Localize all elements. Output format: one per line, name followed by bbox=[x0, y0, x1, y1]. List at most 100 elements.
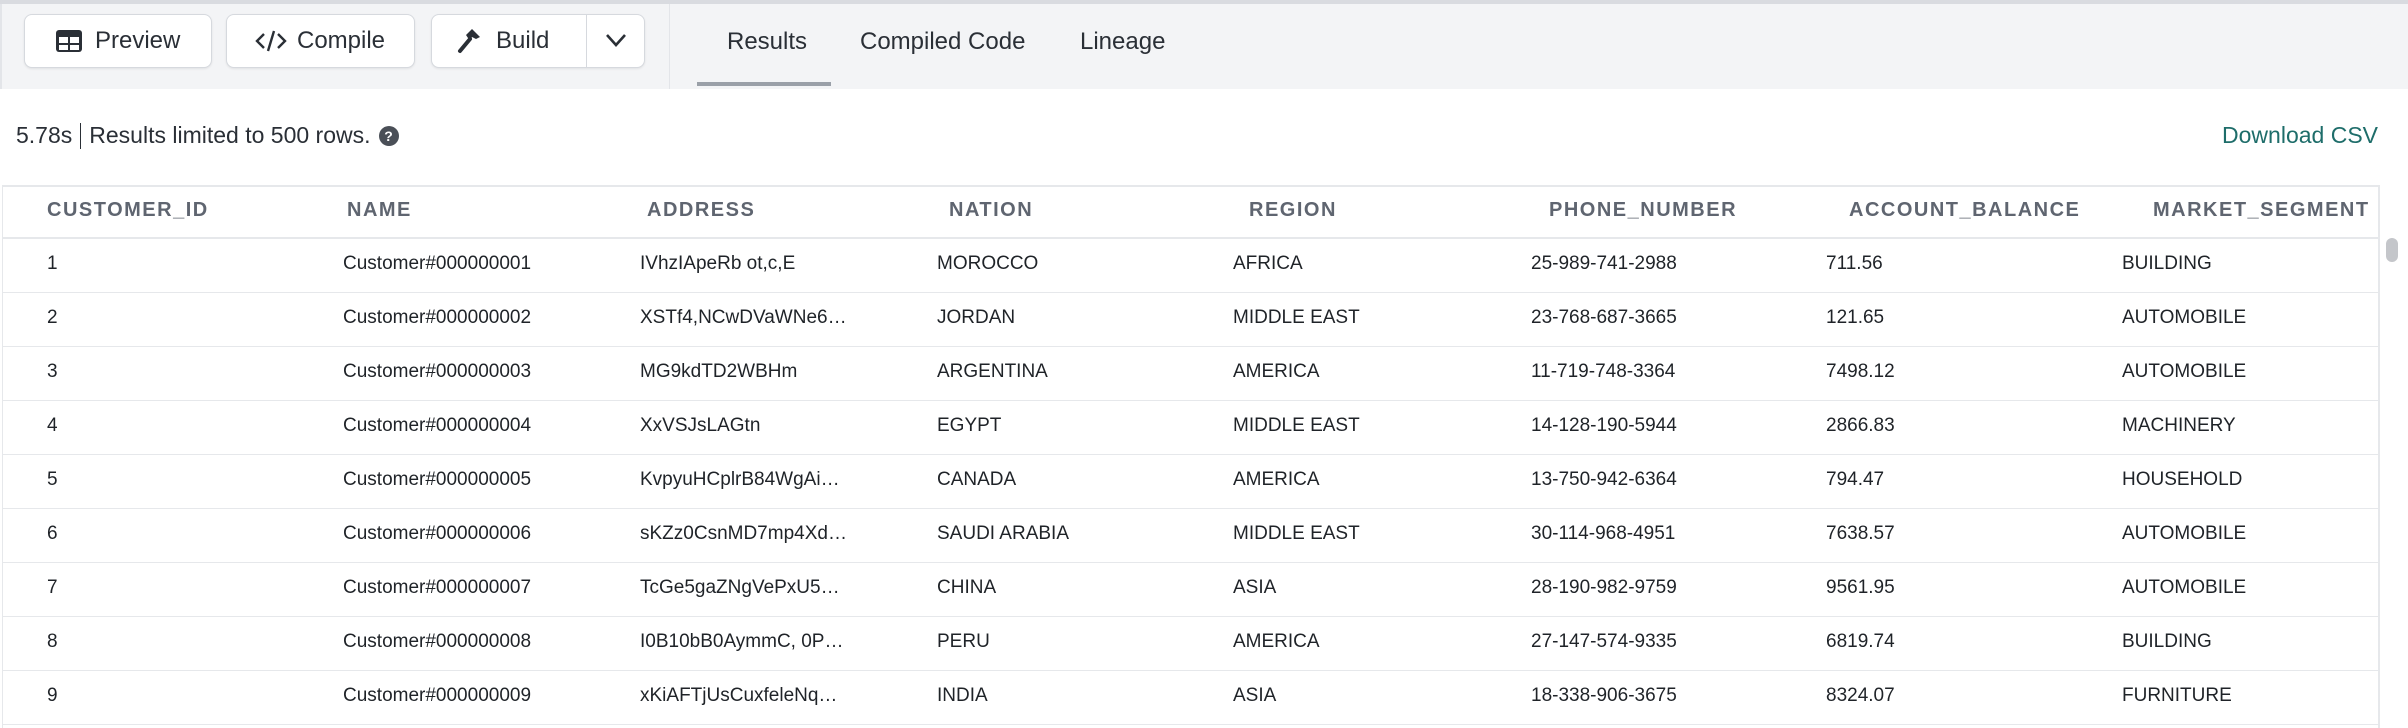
cell-region: ASIA bbox=[1233, 685, 1277, 706]
cell-market-segment: MACHINERY bbox=[2122, 415, 2236, 436]
help-icon[interactable]: ? bbox=[378, 125, 399, 146]
compile-button[interactable]: Compile bbox=[226, 14, 415, 68]
cell-name: Customer#000000004 bbox=[343, 415, 532, 436]
cell-nation: INDIA bbox=[937, 685, 988, 706]
cell-phone-number: 18-338-906-3675 bbox=[1531, 685, 1677, 706]
cell-nation: SAUDI ARABIA bbox=[937, 523, 1069, 544]
cell-address: IVhzIApeRb ot,c,E bbox=[640, 253, 796, 274]
cell-account-balance: 7498.12 bbox=[1826, 361, 1895, 382]
cell-account-balance: 2866.83 bbox=[1826, 415, 1895, 436]
cell-account-balance: 711.56 bbox=[1826, 253, 1883, 274]
cell-phone-number: 28-190-982-9759 bbox=[1531, 577, 1677, 598]
cell-address: sKZz0CsnMD7mp4Xd… bbox=[640, 523, 847, 544]
cell-nation: EGYPT bbox=[937, 415, 1002, 436]
table-row[interactable]: 5 Customer#000000005 KvpyuHCplrB84WgAi… CAN… bbox=[3, 455, 2379, 509]
column-header-region[interactable]: REGION bbox=[1249, 199, 1337, 221]
column-header-phone-number[interactable]: PHONE_NUMBER bbox=[1549, 199, 1738, 221]
cell-name: Customer#000000001 bbox=[343, 253, 532, 274]
cell-phone-number: 14-128-190-5944 bbox=[1531, 415, 1677, 436]
cell-customer-id: 4 bbox=[47, 415, 58, 436]
cell-customer-id: 2 bbox=[47, 307, 58, 328]
cell-region: ASIA bbox=[1233, 577, 1277, 598]
cell-address: I0B10bB0AymmC, 0P… bbox=[640, 631, 844, 652]
cell-customer-id: 5 bbox=[47, 469, 58, 490]
cell-market-segment: AUTOMOBILE bbox=[2122, 577, 2247, 598]
table-icon bbox=[53, 29, 85, 53]
column-header-customer-id[interactable]: CUSTOMER_ID bbox=[47, 199, 209, 221]
table-row[interactable]: 6 Customer#000000006 sKZz0CsnMD7mp4Xd… SAUD… bbox=[3, 509, 2379, 563]
preview-label: Preview bbox=[95, 27, 181, 54]
cell-phone-number: 27-147-574-9335 bbox=[1531, 631, 1677, 652]
column-header-name[interactable]: NAME bbox=[347, 199, 412, 221]
download-csv-link[interactable]: Download CSV bbox=[2222, 122, 2378, 148]
results-table: CUSTOMER_ID NAME ADDRESS NATION REGION PHONE_… bbox=[2, 185, 2380, 728]
cell-region: AMERICA bbox=[1233, 361, 1320, 382]
top-border bbox=[0, 0, 2408, 4]
cell-phone-number: 13-750-942-6364 bbox=[1531, 469, 1677, 490]
table-row[interactable]: 2 Customer#000000002 XSTf4,NCwDVaWNe6… JORD… bbox=[3, 293, 2379, 347]
chevron-down-icon bbox=[604, 27, 628, 55]
cell-account-balance: 9561.95 bbox=[1826, 577, 1895, 598]
table-row[interactable]: 1 Customer#000000001 IVhzIApeRb ot,c,E MORO… bbox=[3, 239, 2379, 293]
cell-phone-number: 11-719-748-3364 bbox=[1531, 361, 1676, 382]
cell-market-segment: HOUSEHOLD bbox=[2122, 469, 2243, 490]
vertical-scrollbar[interactable] bbox=[2386, 238, 2398, 728]
cell-market-segment: AUTOMOBILE bbox=[2122, 523, 2247, 544]
cell-region: MIDDLE EAST bbox=[1233, 415, 1360, 436]
preview-button[interactable]: Preview bbox=[24, 14, 212, 68]
compile-label: Compile bbox=[297, 27, 386, 54]
cell-customer-id: 6 bbox=[47, 523, 58, 544]
cell-account-balance: 794.47 bbox=[1826, 469, 1885, 490]
column-header-address[interactable]: ADDRESS bbox=[647, 199, 756, 221]
toolbar-divider bbox=[669, 4, 670, 89]
cell-nation: CHINA bbox=[937, 577, 997, 598]
tab-compiled-code[interactable]: Compiled Code bbox=[860, 28, 1026, 55]
active-tab-indicator bbox=[697, 82, 831, 86]
cell-region: AFRICA bbox=[1233, 253, 1303, 274]
cell-customer-id: 8 bbox=[47, 631, 58, 652]
table-row[interactable]: 7 Customer#000000007 TcGe5gaZNgVePxU5… CHIN… bbox=[3, 563, 2379, 617]
cell-address: TcGe5gaZNgVePxU5… bbox=[640, 577, 840, 598]
cell-nation: MOROCCO bbox=[937, 253, 1039, 274]
cell-account-balance: 8324.07 bbox=[1826, 685, 1895, 706]
build-dropdown-button[interactable] bbox=[587, 15, 644, 67]
cell-phone-number: 30-114-968-4951 bbox=[1531, 523, 1676, 544]
table-row[interactable]: 8 Customer#000000008 I0B10bB0AymmC, 0P… PER… bbox=[3, 617, 2379, 671]
column-header-market-segment[interactable]: MARKET_SEGMENT bbox=[2153, 199, 2370, 221]
cell-nation: ARGENTINA bbox=[937, 361, 1048, 382]
cell-region: AMERICA bbox=[1233, 631, 1320, 652]
build-button-group: Build bbox=[431, 14, 645, 68]
build-button[interactable]: Build bbox=[432, 15, 587, 67]
code-icon bbox=[255, 29, 287, 53]
cell-name: Customer#000000007 bbox=[343, 577, 532, 598]
cell-address: XSTf4,NCwDVaWNe6… bbox=[640, 307, 847, 328]
build-label: Build bbox=[496, 27, 550, 54]
hammer-icon bbox=[454, 27, 486, 55]
cell-account-balance: 7638.57 bbox=[1826, 523, 1895, 544]
cell-nation: CANADA bbox=[937, 469, 1017, 490]
cell-region: MIDDLE EAST bbox=[1233, 307, 1360, 328]
cell-address: KvpyuHCplrB84WgAi… bbox=[640, 469, 840, 490]
cell-nation: JORDAN bbox=[937, 307, 1016, 328]
cell-address: MG9kdTD2WBHm bbox=[640, 361, 798, 382]
cell-market-segment: AUTOMOBILE bbox=[2122, 361, 2247, 382]
cell-customer-id: 1 bbox=[47, 253, 58, 274]
table-row[interactable]: 9 Customer#000000009 xKiAFTjUsCuxfeleNq… IN… bbox=[3, 671, 2379, 725]
cell-market-segment: FURNITURE bbox=[2122, 685, 2232, 706]
column-header-account-balance[interactable]: ACCOUNT_BALANCE bbox=[1849, 199, 2081, 221]
cell-account-balance: 121.65 bbox=[1826, 307, 1885, 328]
tab-results[interactable]: Results bbox=[727, 28, 808, 55]
cell-name: Customer#000000006 bbox=[343, 523, 532, 544]
cell-phone-number: 23-768-687-3665 bbox=[1531, 307, 1677, 328]
table-row[interactable]: 4 Customer#000000004 XxVSJsLAGtn EGYPT MIDDL… bbox=[3, 401, 2379, 455]
cell-name: Customer#000000003 bbox=[343, 361, 532, 382]
cell-account-balance: 6819.74 bbox=[1826, 631, 1895, 652]
table-row[interactable]: 3 Customer#000000003 MG9kdTD2WBHm ARGENTINA… bbox=[3, 347, 2379, 401]
tab-lineage[interactable]: Lineage bbox=[1080, 28, 1166, 55]
cell-phone-number: 25-989-741-2988 bbox=[1531, 253, 1677, 274]
cell-market-segment: BUILDING bbox=[2122, 253, 2212, 274]
column-header-nation[interactable]: NATION bbox=[949, 199, 1034, 221]
cell-region: MIDDLE EAST bbox=[1233, 523, 1360, 544]
scrollbar-thumb[interactable] bbox=[2386, 238, 2398, 262]
cell-name: Customer#000000009 bbox=[343, 685, 532, 706]
